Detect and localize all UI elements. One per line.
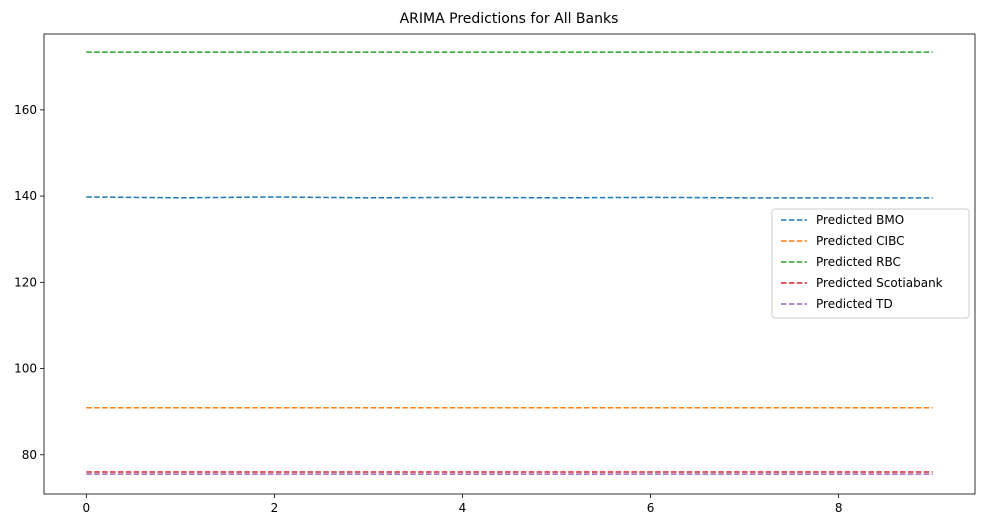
legend-label-0: Predicted BMO [816,213,904,227]
series-line-0 [86,196,933,199]
legend: Predicted BMO Predicted CIBC Predicted RBC… [771,208,970,319]
plot-area [86,51,933,475]
legend-label-2: Predicted RBC [816,255,901,269]
x-tick-label: 8 [835,501,843,515]
legend-label-3: Predicted Scotiabank [816,276,943,290]
chart-title: ARIMA Predictions for All Banks [400,11,619,27]
x-tick-label: 2 [271,501,279,515]
y-tick-label: 100 [14,362,37,376]
y-tick-label: 120 [14,275,37,289]
y-tick-label: 140 [14,189,37,203]
axes: 0 2 4 6 8 80 100 120 140 160 [14,33,976,515]
legend-label-1: Predicted CIBC [816,234,904,248]
x-tick-label: 4 [459,501,467,515]
y-tick-label: 160 [14,103,37,117]
x-tick-label: 6 [647,501,655,515]
y-tick-label: 80 [22,448,37,462]
legend-box [771,208,970,319]
x-tick-label: 0 [82,501,90,515]
legend-label-4: Predicted TD [816,297,893,311]
axes-frame [43,33,976,495]
